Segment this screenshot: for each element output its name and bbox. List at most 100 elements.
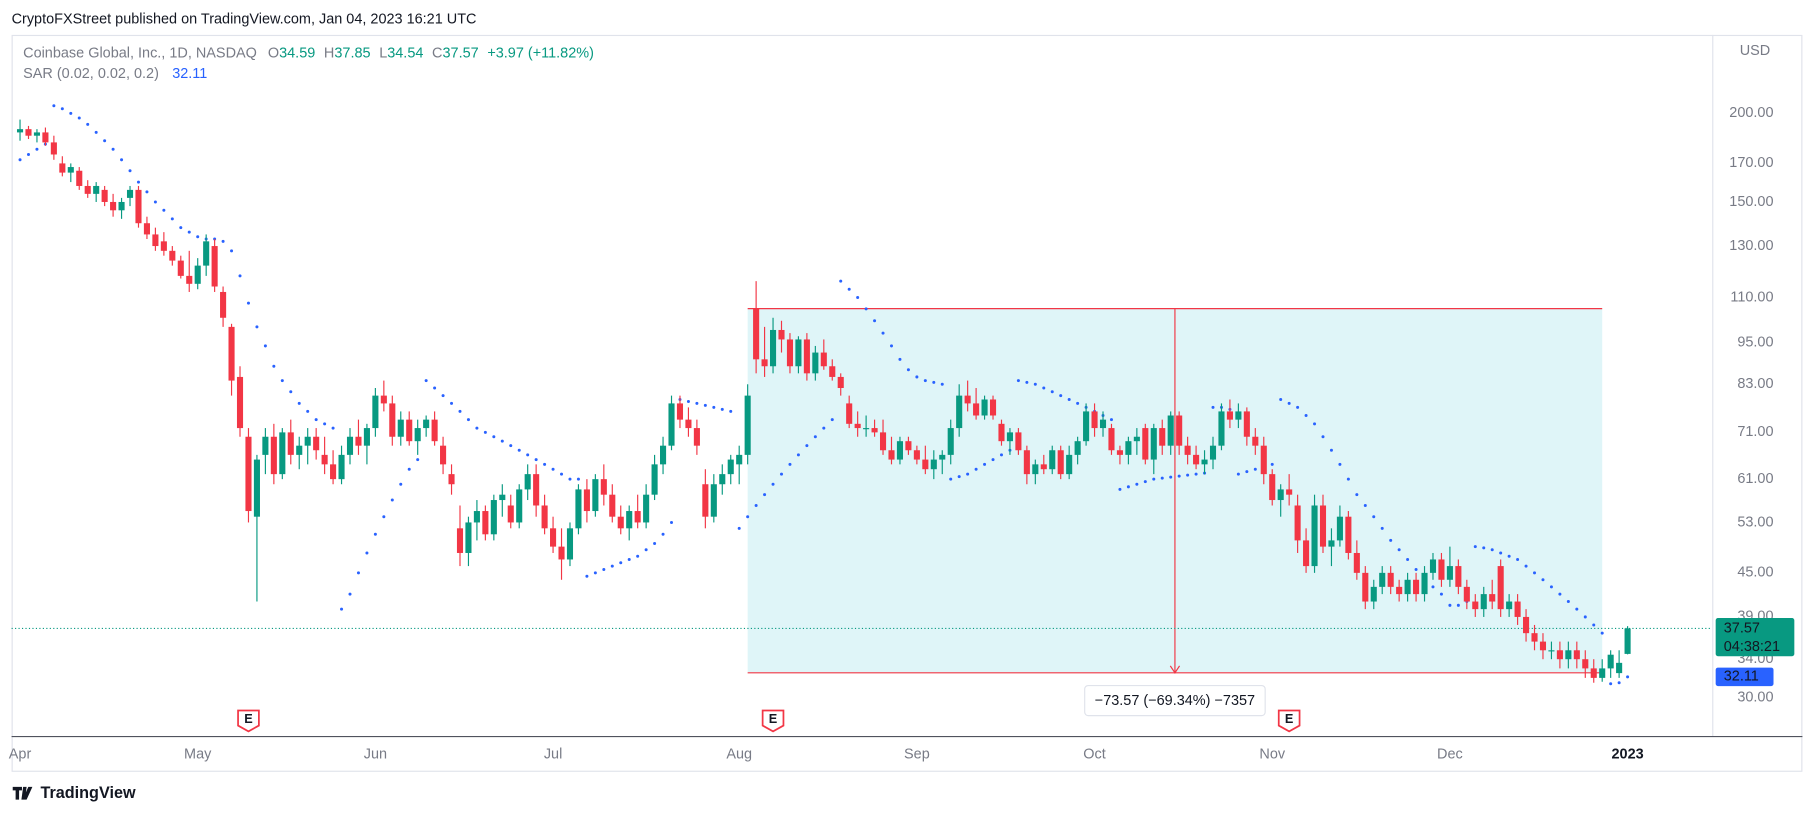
sar-dot <box>593 571 597 575</box>
candle-body <box>1319 505 1327 547</box>
candle-body <box>558 546 565 560</box>
x-tick-label: Jun <box>364 746 387 762</box>
candle-body <box>1531 633 1538 642</box>
candle-body <box>769 329 777 367</box>
candle-body <box>1345 516 1352 553</box>
sar-dot <box>323 422 327 426</box>
sar-dot <box>1558 592 1562 596</box>
sar-dot <box>644 548 648 552</box>
sar-dot <box>1456 603 1460 607</box>
sar-dot <box>390 498 394 502</box>
candle-body <box>1523 616 1530 634</box>
sar-dot <box>526 453 530 457</box>
sar-dot <box>1516 557 1520 561</box>
candle-body <box>947 428 954 455</box>
sar-dot <box>255 325 259 329</box>
x-tick-label: Oct <box>1083 746 1105 762</box>
candle-body <box>609 494 616 517</box>
sar-dot <box>94 130 98 134</box>
candle-body <box>397 419 404 437</box>
candle-body <box>1624 628 1631 654</box>
sar-dot <box>653 541 657 546</box>
candle-body <box>871 428 878 433</box>
sar-dot <box>661 532 665 536</box>
candle-body <box>25 129 32 136</box>
candle-body <box>634 511 641 523</box>
candle-body <box>626 511 633 529</box>
candle-body <box>1303 540 1310 567</box>
candle-body <box>440 445 447 465</box>
sar-dot <box>373 532 377 536</box>
sar-dot <box>788 462 792 466</box>
candle-body <box>930 459 937 470</box>
sar-dot <box>1575 607 1579 611</box>
sar-dot <box>957 475 961 479</box>
candle-body <box>203 241 210 266</box>
candle-body <box>863 428 870 430</box>
candle-body <box>1226 411 1233 420</box>
sar-dot <box>1169 475 1173 479</box>
close-prefix: C <box>432 45 442 61</box>
sar-dot <box>1313 422 1317 426</box>
current-price-box <box>1715 618 1795 657</box>
candle-body <box>820 352 827 367</box>
publish-header: CryptoFXStreet published on TradingView.… <box>12 12 477 28</box>
sar-dot <box>348 592 352 596</box>
sar-dot <box>737 526 741 530</box>
sar-dot <box>1253 467 1257 471</box>
sar-dot <box>1186 473 1190 477</box>
sar-dot <box>128 169 132 173</box>
sar-dot <box>881 331 885 335</box>
candle-body <box>1472 601 1479 610</box>
sar-dot <box>940 382 944 386</box>
candle-body <box>1438 559 1445 580</box>
sar-dot <box>560 472 564 476</box>
sar-dot <box>1076 401 1080 405</box>
candle-body <box>389 403 396 437</box>
sar-dot <box>466 418 470 422</box>
sar-dot <box>551 467 555 471</box>
sar-dot <box>356 571 360 575</box>
sar-dot <box>1211 405 1215 409</box>
candle-body <box>1099 419 1107 429</box>
sar-dot <box>196 235 200 239</box>
candle-body <box>550 528 557 547</box>
candle-body <box>1040 464 1047 470</box>
legend: Coinbase Global, Inc., 1D, NASDAQ O34.59… <box>23 45 594 82</box>
candle-body <box>744 395 751 455</box>
candle-body <box>304 436 311 446</box>
sar-dot <box>763 493 767 497</box>
candle-body <box>896 441 904 460</box>
sar-dot <box>1296 405 1300 409</box>
candle-body <box>1218 411 1225 446</box>
sar-dot <box>230 249 234 253</box>
candle-body <box>1176 415 1183 446</box>
candle-body <box>160 241 167 251</box>
earnings-marker: E <box>1277 709 1301 733</box>
candle-body <box>1616 662 1623 674</box>
sar-dot <box>1380 526 1384 530</box>
candle-body <box>228 326 235 381</box>
candle-body <box>1480 594 1487 610</box>
candle-body <box>1015 432 1022 451</box>
candle-body <box>330 464 337 480</box>
candle-body <box>110 201 117 211</box>
candle-body <box>1133 436 1140 442</box>
candle-body <box>1083 411 1090 442</box>
candle-body <box>812 352 819 374</box>
sar-dot <box>1050 390 1054 394</box>
sar-dot <box>779 472 784 476</box>
candle-body <box>719 474 726 485</box>
sar-dot <box>179 226 183 230</box>
y-tick-label: 150.00 <box>1729 194 1773 210</box>
sar-dot <box>306 409 310 413</box>
candle-body <box>1548 650 1555 652</box>
candle-body <box>1396 586 1403 595</box>
candle-body <box>76 170 83 186</box>
sar-dot <box>1135 482 1139 486</box>
sar-dot <box>297 401 301 405</box>
candle-body <box>1421 572 1428 595</box>
indicator-value: 32.11 <box>172 66 207 82</box>
sar-dot <box>1109 418 1113 422</box>
